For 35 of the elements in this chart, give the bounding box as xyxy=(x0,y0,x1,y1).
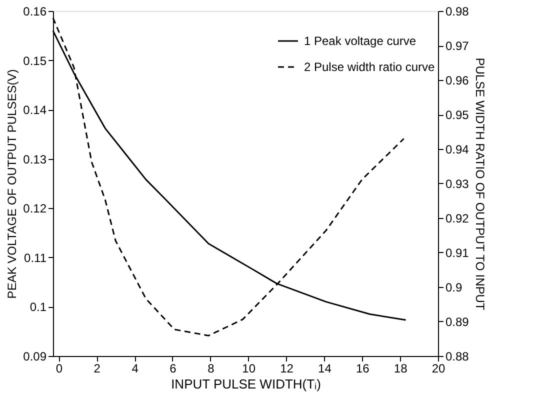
legend-label: 2 Pulse width ratio curve xyxy=(304,60,436,74)
y-tick-label: 0.12 xyxy=(23,202,47,216)
legend-label: 1 Peak voltage curve xyxy=(304,34,416,48)
y2-tick-label: 0.94 xyxy=(446,142,470,156)
y-axis-title: PEAK VOLTAGE OF OUTPUT PULSES(V) xyxy=(5,69,20,299)
x-tick-label: 12 xyxy=(280,362,294,376)
x-tick-label: 16 xyxy=(356,362,370,376)
y2-tick-label: 0.97 xyxy=(446,39,470,53)
y-tick-label: 0.14 xyxy=(23,103,47,118)
y2-tick-label: 0.92 xyxy=(446,212,470,226)
x-tick-label: 8 xyxy=(208,362,215,376)
x-tick-label: 20 xyxy=(432,362,446,376)
y2-tick-label: 0.9 xyxy=(446,280,463,294)
y-tick-label: 0.09 xyxy=(23,350,47,364)
x-tick-label: 4 xyxy=(132,362,139,376)
y-tick-label: 0.1 xyxy=(30,300,47,314)
y-tick-label: 0.15 xyxy=(23,54,47,68)
y2-tick-label: 0.96 xyxy=(446,74,470,88)
x-tick-label: 10 xyxy=(242,362,256,376)
x-axis-title: INPUT PULSE WIDTH(Tᵢ) xyxy=(171,376,321,392)
x-tick-label: 18 xyxy=(394,362,408,376)
x-tick-label: 6 xyxy=(170,362,177,376)
y2-tick-label: 0.95 xyxy=(446,108,470,122)
x-tick-label: 14 xyxy=(318,362,332,376)
y2-tick-label: 0.88 xyxy=(446,350,470,364)
y-tick-label: 0.11 xyxy=(24,250,47,265)
y-tick-label: 0.16 xyxy=(23,4,47,18)
y2-tick-label: 0.89 xyxy=(446,315,470,329)
y2-tick-label: 0.93 xyxy=(446,177,470,191)
x-tick-label: 0 xyxy=(56,362,63,376)
y2-tick-label: 0.98 xyxy=(446,4,470,18)
x-tick-label: 2 xyxy=(94,362,101,376)
y2-axis-title: PULSE WIDTH RATIO OF OUTPUT TO INPUT xyxy=(472,58,487,311)
y2-tick-label: 0.91 xyxy=(446,246,470,260)
y-tick-label: 0.13 xyxy=(23,152,47,166)
